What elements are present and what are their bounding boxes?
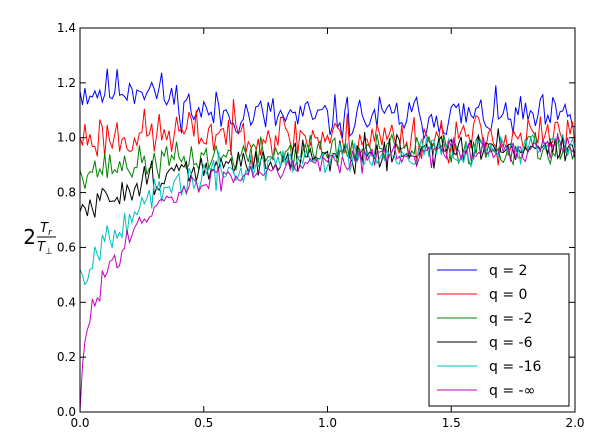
x-tick-label: 1.0 <box>318 416 337 430</box>
legend-box <box>428 253 570 407</box>
x-tick-label: 2.0 <box>565 416 584 430</box>
y-tick-label: 1.2 <box>57 76 76 90</box>
legend-label: q = 2 <box>489 263 527 279</box>
legend-label: q = -6 <box>489 335 533 351</box>
x-tick-label: 1.5 <box>442 416 461 430</box>
series-line-0 <box>80 68 575 141</box>
x-tick-label: 0.0 <box>70 416 89 430</box>
ylabel-coef: 2 <box>23 225 36 249</box>
series-line-1 <box>80 99 575 167</box>
series-line-4 <box>80 133 575 286</box>
y-axis-label: 2 Tr T⊥ <box>23 221 56 257</box>
y-tick-label: 0.6 <box>57 240 76 254</box>
series-line-5 <box>80 133 575 412</box>
series-line-3 <box>80 128 575 218</box>
y-tick-label: 0.0 <box>57 405 76 419</box>
y-tick-label: 1.0 <box>57 131 76 145</box>
y-tick-label: 0.2 <box>57 350 76 364</box>
y-tick-label: 0.4 <box>57 295 76 309</box>
y-tick-label: 1.4 <box>57 21 76 35</box>
ticks-layer: 0.0 0.5 1.0 1.5 2.0 0.0 0.2 0.4 0.6 0.8 1.0 1.2 1.4 <box>57 21 585 430</box>
legend-label: q = 0 <box>489 287 527 303</box>
y-tick-label: 0.8 <box>57 186 76 200</box>
series-layer <box>80 68 575 412</box>
legend-label: q = -2 <box>489 311 532 327</box>
ylabel-numerator: Tr <box>40 221 53 238</box>
legend-label: q = -16 <box>489 359 541 375</box>
legend: q = 2 q = 0 q = -2 q = -6 q = -16 q = -∞ <box>428 253 570 407</box>
legend-label: q = -∞ <box>489 383 535 399</box>
ylabel-denominator: T⊥ <box>37 240 53 257</box>
x-tick-label: 0.5 <box>194 416 213 430</box>
